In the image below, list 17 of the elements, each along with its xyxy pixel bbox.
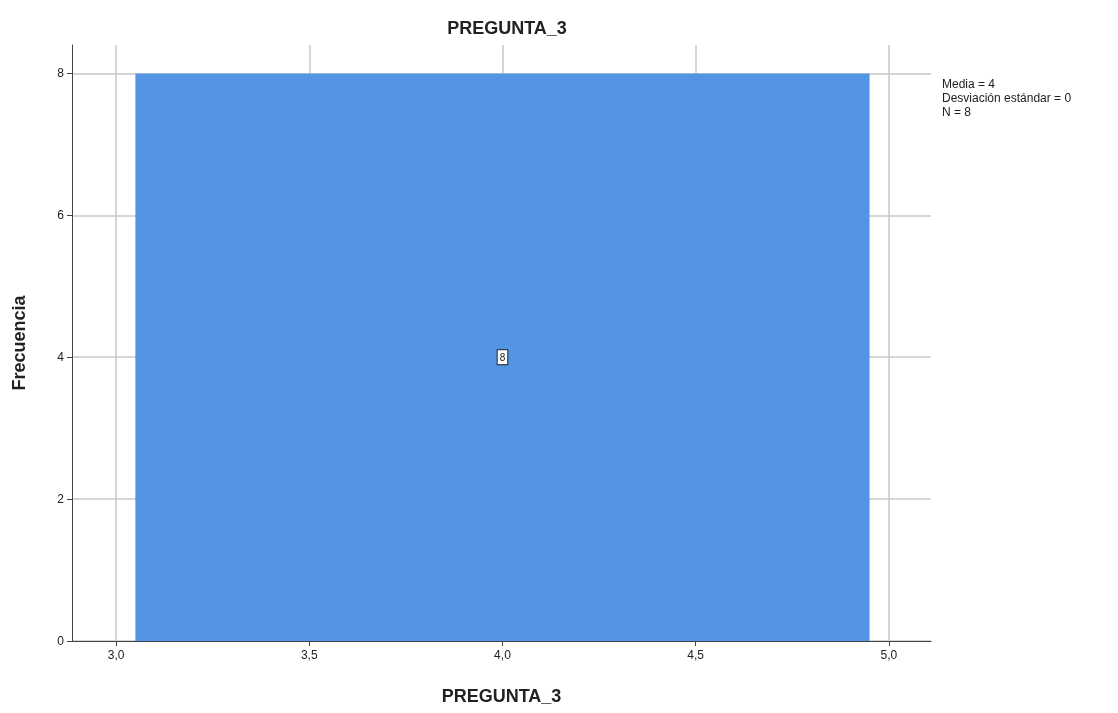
x-tick-label: 4,0: [494, 648, 512, 662]
x-tick-label: 4,5: [687, 648, 705, 662]
data-label: 8: [499, 351, 506, 363]
text: Desviación estándar = 0: [942, 91, 1072, 105]
x-axis-title: PREGUNTA_3: [441, 686, 562, 706]
chart-title: PREGUNTA_3: [447, 18, 567, 38]
y-tick-label: 2: [57, 492, 65, 507]
x-tick-label: 5,0: [880, 648, 898, 662]
y-tick-label: 0: [57, 634, 65, 648]
x-tick-label: 3,0: [107, 648, 125, 662]
text: N = 8: [942, 105, 972, 119]
y-tick-label: 8: [57, 66, 65, 81]
y-axis-title: Frecuencia: [9, 294, 29, 391]
y-tick-label: 6: [57, 208, 65, 223]
x-tick-label: 3,5: [300, 648, 318, 662]
y-tick-label: 4: [57, 350, 65, 365]
text: Media = 4: [942, 77, 996, 91]
